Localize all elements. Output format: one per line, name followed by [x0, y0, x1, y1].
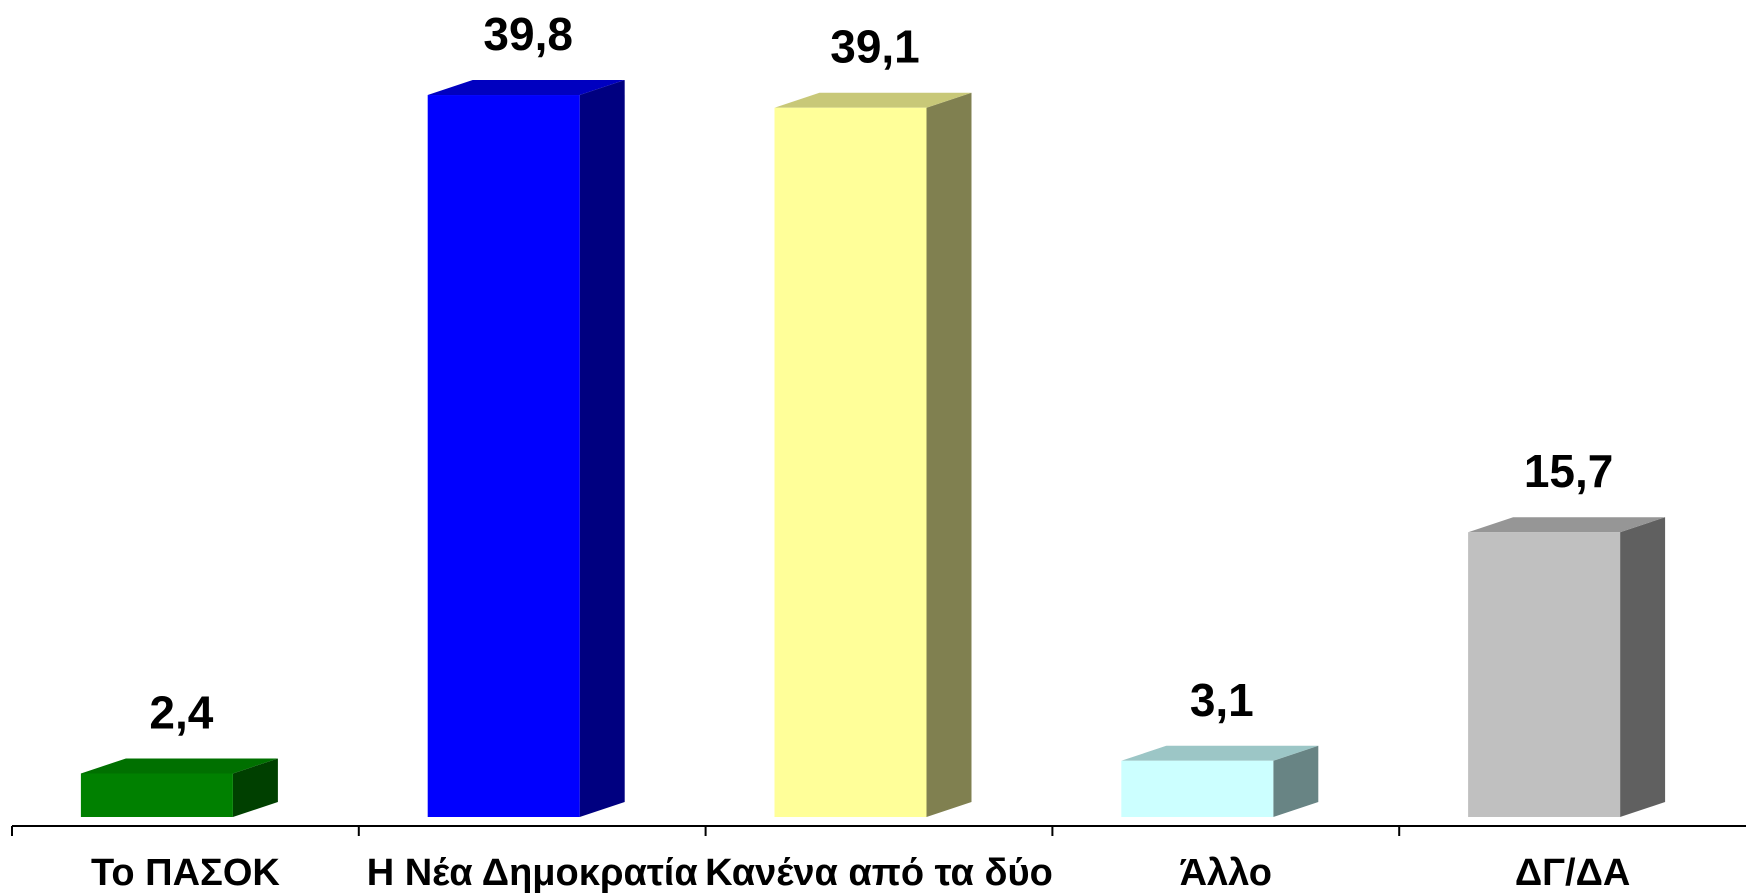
bar-top-face	[80, 758, 278, 774]
tick-label: Το ΠΑΣΟΚ	[91, 852, 280, 894]
bar-front-face	[1468, 532, 1621, 817]
tick-label: Η Νέα Δημοκρατία	[367, 852, 698, 894]
bar-side-face	[1620, 517, 1666, 817]
data-label: 2,4	[149, 686, 213, 738]
bar-top-face	[1121, 745, 1319, 761]
data-label: 39,8	[483, 8, 573, 60]
bar-side-face	[926, 92, 972, 817]
bar-side-face	[232, 758, 278, 817]
bar-front-face	[427, 95, 580, 817]
bar-side-face	[1273, 745, 1319, 817]
bars-group	[80, 80, 1666, 817]
tick-label: ΔΓ/ΔΑ	[1515, 852, 1630, 894]
data-label: 39,1	[830, 21, 920, 73]
bar-4	[1121, 745, 1319, 817]
data-label: 3,1	[1190, 674, 1254, 726]
labels-group: 2,4 Το ΠΑΣΟΚ 39,8 Η Νέα Δημοκρατία 39,1 Κανέν…	[91, 8, 1630, 894]
bar-2	[427, 80, 625, 817]
bar-5	[1468, 517, 1666, 817]
bar-front-face	[80, 773, 233, 817]
tick-label: Άλλο	[1180, 852, 1272, 894]
bar-front-face	[1121, 760, 1274, 817]
x-axis	[11, 825, 1746, 836]
bar-3	[774, 92, 972, 817]
data-label: 15,7	[1524, 445, 1614, 497]
bar-top-face	[427, 80, 625, 96]
bar-side-face	[579, 80, 625, 817]
bar-top-face	[1468, 517, 1666, 533]
tick-label: Κανένα από τα δύο	[705, 852, 1053, 894]
bar-front-face	[774, 107, 927, 817]
bar-top-face	[774, 92, 972, 108]
bar-1	[80, 758, 278, 817]
